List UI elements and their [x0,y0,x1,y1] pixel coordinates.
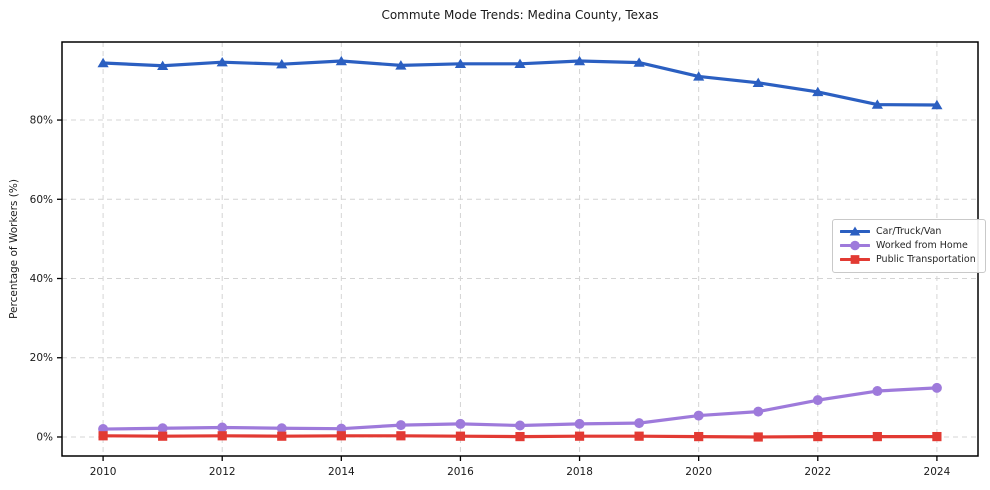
worked-from-home-marker-icon [840,240,870,251]
legend-item-worked-from-home: Worked from Home [840,240,976,251]
svg-text:2010: 2010 [90,466,117,478]
svg-text:2014: 2014 [328,466,355,478]
svg-text:20%: 20% [30,352,53,364]
svg-text:80%: 80% [30,115,53,127]
svg-text:2018: 2018 [566,466,593,478]
legend-label: Worked from Home [876,240,968,251]
legend-label: Public Transportation [876,254,976,265]
series-car-truck-van [97,55,943,110]
svg-text:2024: 2024 [924,466,951,478]
svg-text:2016: 2016 [447,466,474,478]
legend-label: Car/Truck/Van [876,226,942,237]
svg-text:2020: 2020 [685,466,712,478]
series-worked-from-home [98,382,942,435]
public-transportation-marker-icon [840,255,870,264]
svg-text:0%: 0% [36,431,53,443]
svg-text:60%: 60% [30,194,53,206]
chart-title: Commute Mode Trends: Medina County, Texa… [381,8,659,22]
legend: Car/Truck/Van Worked from Home Public Tr… [832,219,986,273]
svg-text:2012: 2012 [209,466,236,478]
legend-item-public-transportation: Public Transportation [840,254,976,265]
svg-text:40%: 40% [30,273,53,285]
legend-item-car-truck-van: Car/Truck/Van [840,226,976,237]
series-public-transportation [98,431,942,442]
svg-text:2022: 2022 [804,466,831,478]
axis-ticks: 0% 20% 40% 60% 80% 2010 2012 2014 2016 2018 2020 20… [30,115,951,478]
car-truck-van-marker-icon [840,226,870,236]
